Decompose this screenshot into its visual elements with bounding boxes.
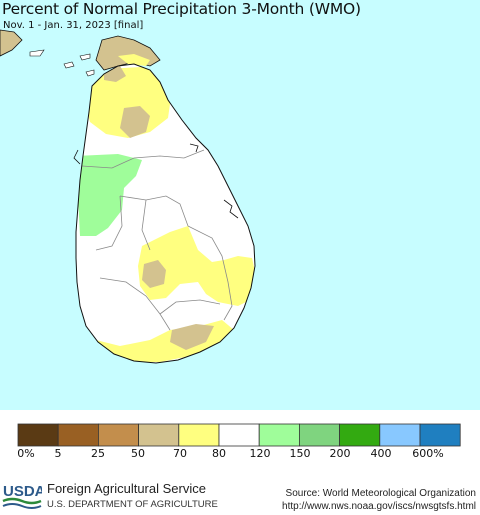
trinco-detail	[189, 143, 199, 153]
legend-swatch-4	[178, 423, 220, 447]
usda-logo-icon: USDA	[2, 483, 42, 509]
source-url[interactable]: http://www.nws.noaa.gov/iscs/nwsgtsfs.ht…	[282, 501, 476, 512]
legend-label-5: 80	[212, 447, 226, 460]
west-wet-zone	[76, 154, 142, 236]
mainland-coast-island	[29, 49, 45, 57]
legend-label-4: 70	[173, 447, 187, 460]
island-3	[85, 69, 95, 77]
legend-swatch-8	[339, 423, 381, 447]
legend-swatch-0	[17, 423, 59, 447]
legend-label-6: 120	[249, 447, 271, 460]
south-very-dry-spot	[170, 324, 214, 350]
central-dry-zone	[138, 226, 255, 306]
sri-lanka-outline	[75, 63, 256, 364]
legend-label-7: 150	[289, 447, 311, 460]
department-name: U.S. DEPARTMENT OF AGRICULTURE	[47, 499, 218, 510]
map-title: Percent of Normal Precipitation 3-Month …	[2, 0, 361, 18]
usda-logo-text: USDA	[3, 483, 42, 500]
island-1	[63, 61, 75, 69]
legend-swatch-7	[298, 423, 340, 447]
footer: USDA Foreign Agricultural Service U.S. D…	[0, 477, 480, 515]
legend-swatch-3	[138, 423, 180, 447]
legend-label-8: 200	[329, 447, 351, 460]
central-very-dry-spot	[142, 260, 166, 288]
east-coast-detail	[223, 199, 239, 219]
jaffna-yellow	[118, 54, 150, 66]
west-coast-detail	[73, 149, 81, 165]
legend-label-9: 400	[370, 447, 392, 460]
north-very-dry-spot	[120, 106, 150, 138]
legend-swatch-1	[57, 423, 99, 447]
legend-swatch-10	[419, 423, 461, 447]
precipitation-map	[0, 29, 256, 364]
province-borders	[81, 149, 233, 331]
legend-swatch-5	[218, 423, 260, 447]
legend-label-2: 25	[91, 447, 105, 460]
island-2	[79, 53, 91, 61]
legend-swatch-9	[379, 423, 421, 447]
legend-swatch-2	[98, 423, 140, 447]
legend-label-1: 5	[54, 447, 62, 460]
legend-colorbar	[17, 423, 461, 447]
legend-label-10: 600%	[412, 447, 444, 460]
map-area	[0, 0, 480, 410]
agency-name: Foreign Agricultural Service	[47, 481, 206, 496]
map-subtitle: Nov. 1 - Jan. 31, 2023 [final]	[3, 20, 144, 31]
legend-label-0: 0%	[17, 447, 35, 460]
legend-swatch-6	[258, 423, 300, 447]
legend-label-3: 50	[131, 447, 145, 460]
north-dry-zone	[84, 66, 172, 138]
mainland-india	[0, 29, 23, 57]
source-credit: Source: World Meteorological Organizatio…	[285, 488, 476, 499]
